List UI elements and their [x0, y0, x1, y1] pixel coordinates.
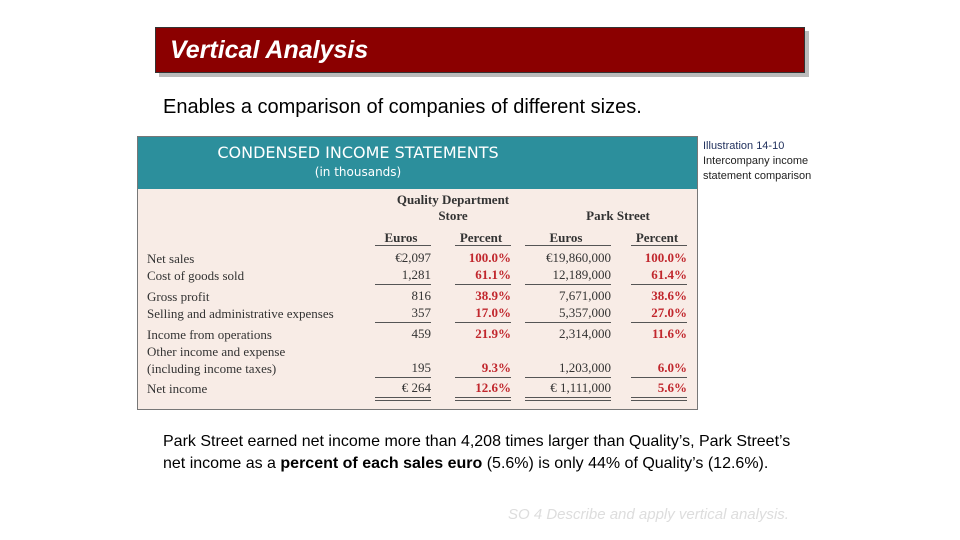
rule — [375, 400, 431, 401]
text: Park Street earned net income more than … — [163, 433, 791, 472]
percent-cell: 27.0% — [651, 305, 687, 320]
percent-cell: 21.9% — [475, 326, 511, 341]
table-header: CONDENSED INCOME STATEMENTS (in thousand… — [138, 137, 697, 189]
slide-title: Vertical Analysis — [170, 36, 369, 64]
illustration-label: Illustration 14-10 — [703, 140, 785, 152]
bold-text: percent of each sales euro — [280, 455, 483, 472]
rule — [631, 245, 687, 246]
rule — [631, 397, 687, 398]
column-header: Percent — [635, 230, 679, 245]
rule — [525, 322, 611, 323]
column-header: Euros — [384, 230, 418, 245]
rule — [455, 322, 511, 323]
row-label: Other income and expense (including inco… — [147, 344, 286, 376]
illustration-caption: Intercompany income statement comparison — [703, 155, 812, 182]
company-header: Quality Department Store — [396, 192, 510, 223]
rule — [525, 400, 611, 401]
subtitle: Enables a comparison of companies of dif… — [163, 96, 642, 118]
percent-cell: 38.9% — [475, 288, 511, 303]
row-label: Gross profit — [147, 289, 210, 304]
euro-cell: 459 — [411, 326, 432, 341]
rule — [375, 377, 431, 378]
column-header: Percent — [459, 230, 503, 245]
euro-cell: 1,281 — [401, 267, 431, 282]
company-header: Park Street — [586, 208, 650, 223]
rule — [525, 377, 611, 378]
rule — [525, 284, 611, 285]
rule — [631, 377, 687, 378]
footer: SO 4 Describe and apply vertical analysi… — [508, 506, 789, 523]
row-label: Income from operations — [147, 327, 272, 342]
rule — [375, 397, 431, 398]
income-table: CONDENSED INCOME STATEMENTS (in thousand… — [137, 136, 698, 410]
percent-cell: 9.3% — [481, 360, 511, 375]
percent-cell: 38.6% — [651, 288, 687, 303]
percent-cell: 100.0% — [644, 250, 687, 265]
percent-cell: 11.6% — [651, 326, 687, 341]
rule — [631, 322, 687, 323]
row-label: Net income — [147, 381, 208, 396]
text: (5.6%) is only 44% of Quality’s (12.6%). — [482, 455, 769, 472]
rule — [455, 245, 511, 246]
euro-cell: 12,189,000 — [552, 267, 612, 282]
euro-cell: 7,671,000 — [559, 288, 611, 303]
rule — [525, 397, 611, 398]
rule — [631, 400, 687, 401]
column-header: Euros — [549, 230, 583, 245]
paragraph: Park Street earned net income more than … — [163, 431, 813, 475]
euro-cell: 2,314,000 — [559, 326, 611, 341]
row-label: Net sales — [147, 251, 195, 266]
rule — [375, 245, 431, 246]
rule — [375, 284, 431, 285]
percent-cell: 6.0% — [657, 360, 687, 375]
row-label: Cost of goods sold — [147, 268, 245, 283]
euro-cell: 195 — [411, 360, 432, 375]
euro-cell: 357 — [411, 305, 432, 320]
rule — [525, 245, 611, 246]
euro-cell: € 1,111,000 — [550, 380, 611, 395]
table-subtitle: (in thousands) — [314, 165, 402, 179]
rule — [455, 397, 511, 398]
rule — [375, 322, 431, 323]
percent-cell: 17.0% — [475, 305, 511, 320]
euro-cell: 5,357,000 — [559, 305, 611, 320]
percent-cell: 5.6% — [657, 380, 687, 395]
euro-cell: €19,860,000 — [546, 250, 611, 265]
euro-cell: € 264 — [401, 380, 431, 395]
euro-cell: €2,097 — [395, 250, 431, 265]
percent-cell: 12.6% — [475, 380, 511, 395]
percent-cell: 61.4% — [651, 267, 687, 282]
rule — [455, 377, 511, 378]
title-bar: Vertical Analysis — [155, 27, 805, 73]
rule — [455, 284, 511, 285]
euro-cell: 1,203,000 — [559, 360, 611, 375]
percent-cell: 61.1% — [475, 267, 511, 282]
table-title: CONDENSED INCOME STATEMENTS — [217, 143, 499, 162]
rule — [455, 400, 511, 401]
row-label: Selling and administrative expenses — [147, 306, 334, 321]
euro-cell: 816 — [411, 288, 432, 303]
rule — [631, 284, 687, 285]
percent-cell: 100.0% — [468, 250, 511, 265]
